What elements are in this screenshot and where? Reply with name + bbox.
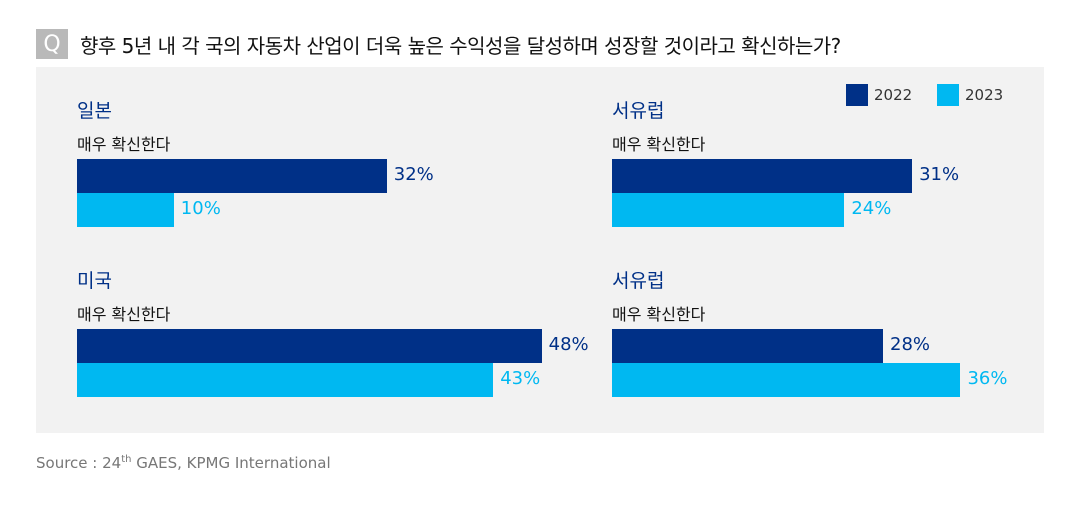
bar-2023 <box>77 363 494 397</box>
bar-2022 <box>612 329 884 363</box>
legend-label: 2022 <box>874 86 913 104</box>
chart-title: 향후 5년 내 각 국의 자동차 산업이 더욱 높은 수익성을 달성하며 성장할… <box>80 34 841 58</box>
question-icon: Q <box>36 29 68 59</box>
bar-2023 <box>612 363 961 397</box>
bar-2023 <box>77 193 174 227</box>
source-note: Source : 24th GAES, KPMG International <box>36 454 331 472</box>
bar-2022 <box>612 159 913 193</box>
data-label-2023: 24% <box>851 198 892 219</box>
legend-swatch-2023 <box>937 84 959 106</box>
data-label-2023: 36% <box>967 368 1008 389</box>
data-label-2022: 28% <box>890 334 931 355</box>
legend-swatch-2022 <box>846 84 868 106</box>
category-label: 매우 확신한다 <box>612 135 706 154</box>
category-label: 매우 확신한다 <box>77 135 171 154</box>
data-label-2022: 48% <box>548 334 589 355</box>
data-label-2023: 10% <box>180 198 221 219</box>
data-label-2022: 32% <box>393 164 434 185</box>
region-title: 일본 <box>77 100 112 122</box>
region-title: 서유럽 <box>612 270 665 292</box>
category-label: 매우 확신한다 <box>612 305 706 324</box>
bar-2023 <box>612 193 845 227</box>
data-label-2023: 43% <box>500 368 541 389</box>
region-title: 서유럽 <box>612 100 665 122</box>
data-label-2022: 31% <box>919 164 960 185</box>
bar-2022 <box>77 329 542 363</box>
bar-2022 <box>77 159 387 193</box>
region-title: 미국 <box>77 270 112 292</box>
category-label: 매우 확신한다 <box>77 305 171 324</box>
legend-2023: 2023 <box>937 84 1003 106</box>
legend-2022: 2022 <box>846 84 912 106</box>
legend-label: 2023 <box>965 86 1004 104</box>
